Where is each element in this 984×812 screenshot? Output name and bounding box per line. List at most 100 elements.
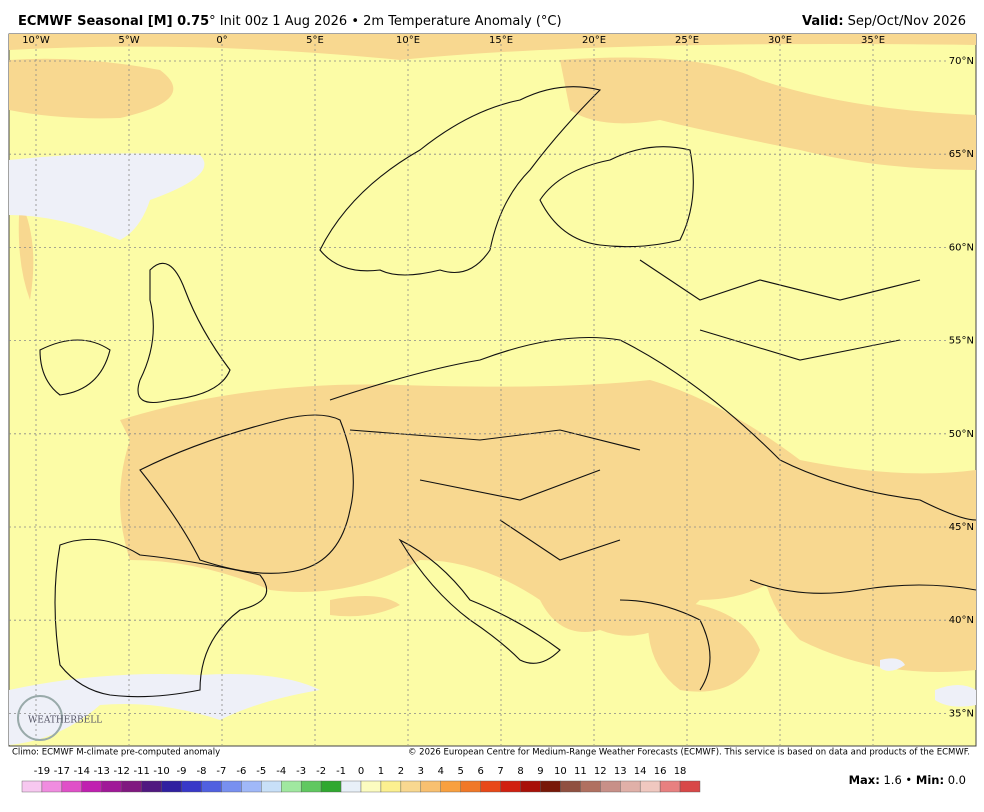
colorbar-label: 0 xyxy=(358,766,364,777)
lon-label: 10°E xyxy=(396,35,420,46)
colorbar-label: 9 xyxy=(537,766,543,777)
lat-label: 70°N xyxy=(949,56,974,67)
colorbar-label: 11 xyxy=(574,766,587,777)
colorbar-cell xyxy=(560,780,581,793)
lat-label: 65°N xyxy=(949,149,974,160)
colorbar-cell xyxy=(61,780,83,793)
colorbar-cell xyxy=(480,780,501,793)
lat-label: 45°N xyxy=(949,522,974,533)
lon-label: 5°W xyxy=(118,35,139,46)
colorbar-label: -8 xyxy=(196,766,206,777)
colorbar-cell xyxy=(281,780,302,793)
colorbar-label: 7 xyxy=(497,766,503,777)
colorbar-label: -9 xyxy=(177,766,187,777)
colorbar-label: 18 xyxy=(674,766,687,777)
colorbar-cell xyxy=(360,780,382,793)
colorbar-cell xyxy=(540,780,561,793)
stats: Max: 1.6 • Min: 0.0 xyxy=(849,773,966,787)
lon-label: 0° xyxy=(216,35,227,46)
min-label: Min: xyxy=(916,773,944,787)
lat-label: 55°N xyxy=(949,336,974,347)
colorbar: -19 -17 -14 -13 -12 -11 -10 -9 -8 -7 -6 -5 -4 -3 -2 -1 0… xyxy=(21,766,701,793)
colorbar-cell xyxy=(261,780,282,793)
lon-label: 25°E xyxy=(675,35,699,46)
warm-region xyxy=(120,380,976,636)
colorbar-cell xyxy=(639,780,661,793)
colorbar-label: 12 xyxy=(594,766,607,777)
colorbar-label: -11 xyxy=(133,766,149,777)
copyright: © 2026 European Centre for Medium-Range … xyxy=(408,748,970,758)
colorbar-label: -14 xyxy=(74,766,90,777)
colorbar-label: -19 xyxy=(34,766,50,777)
colorbar-cell xyxy=(520,780,541,793)
coastline xyxy=(139,414,354,574)
cool-region xyxy=(9,153,205,240)
colorbar-cell xyxy=(81,780,102,793)
colorbar-label: 1 xyxy=(378,766,384,777)
logo: WEATHERBELL xyxy=(17,695,102,741)
colorbar-label: -1 xyxy=(336,766,346,777)
colorbar-cell xyxy=(161,780,182,793)
cool-region xyxy=(9,658,976,745)
colorbar-label: 8 xyxy=(517,766,523,777)
lon-label: 15°E xyxy=(489,35,513,46)
colorbar-cell xyxy=(620,780,641,793)
colorbar-label: -3 xyxy=(296,766,306,777)
colorbar-cell xyxy=(380,780,402,793)
colorbar-cell xyxy=(300,780,322,793)
colorbar-label: 13 xyxy=(614,766,627,777)
colorbar-cell xyxy=(221,780,242,793)
colorbar-cell xyxy=(41,780,63,793)
colorbar-cell xyxy=(679,780,701,793)
max-value: 1.6 xyxy=(883,773,901,787)
lon-label: 30°E xyxy=(768,35,792,46)
colorbar-label: 6 xyxy=(477,766,483,777)
colorbar-cell xyxy=(181,780,202,793)
lon-label: 5°E xyxy=(306,35,324,46)
colorbar-cell xyxy=(121,780,142,793)
colorbar-cell xyxy=(420,780,441,793)
colorbar-cell xyxy=(141,780,162,793)
warm-region xyxy=(560,57,976,170)
colorbar-cell xyxy=(340,780,362,793)
colorbar-cell xyxy=(580,780,601,793)
colorbar-label: -6 xyxy=(236,766,246,777)
lon-label: 20°E xyxy=(582,35,606,46)
colorbar-cell xyxy=(21,780,43,793)
colorbar-cell xyxy=(500,780,521,793)
lat-label: 60°N xyxy=(949,242,974,253)
coastline xyxy=(539,146,694,248)
colorbar-cell xyxy=(201,780,222,793)
warm-region xyxy=(760,508,976,672)
colorbar-label: -13 xyxy=(94,766,110,777)
colorbar-cell xyxy=(659,780,681,793)
colorbar-label: 2 xyxy=(398,766,404,777)
warm-region xyxy=(9,34,976,119)
climo-note: Climo: ECMWF M-climate pre-computed anom… xyxy=(12,748,220,758)
colorbar-cell xyxy=(600,780,621,793)
coastline xyxy=(39,262,231,404)
colorbar-cell xyxy=(101,780,122,793)
lat-label: 40°N xyxy=(949,615,974,626)
valid-label: Valid: xyxy=(802,14,844,29)
colorbar-cell xyxy=(440,780,461,793)
colorbar-label: 14 xyxy=(634,766,647,777)
max-label: Max: xyxy=(849,773,880,787)
coastline xyxy=(398,538,561,664)
min-value: 0.0 xyxy=(948,773,966,787)
colorbar-label: -7 xyxy=(216,766,226,777)
colorbar-label: -4 xyxy=(276,766,286,777)
title: ECMWF Seasonal [M] 0.75° Init 00z 1 Aug … xyxy=(18,14,562,29)
colorbar-label: 4 xyxy=(438,766,444,777)
lat-label: 50°N xyxy=(949,429,974,440)
colorbar-label: -10 xyxy=(153,766,169,777)
colorbar-cell xyxy=(320,780,342,793)
colorbar-label: 10 xyxy=(554,766,567,777)
coastline xyxy=(54,538,268,698)
valid: Valid: Sep/Oct/Nov 2026 xyxy=(802,14,966,29)
title-bold: ECMWF Seasonal [M] 0.75 xyxy=(18,14,209,29)
lon-label: 35°E xyxy=(861,35,885,46)
colorbar-cell xyxy=(460,780,481,793)
logo-text: WEATHERBELL xyxy=(28,716,102,726)
